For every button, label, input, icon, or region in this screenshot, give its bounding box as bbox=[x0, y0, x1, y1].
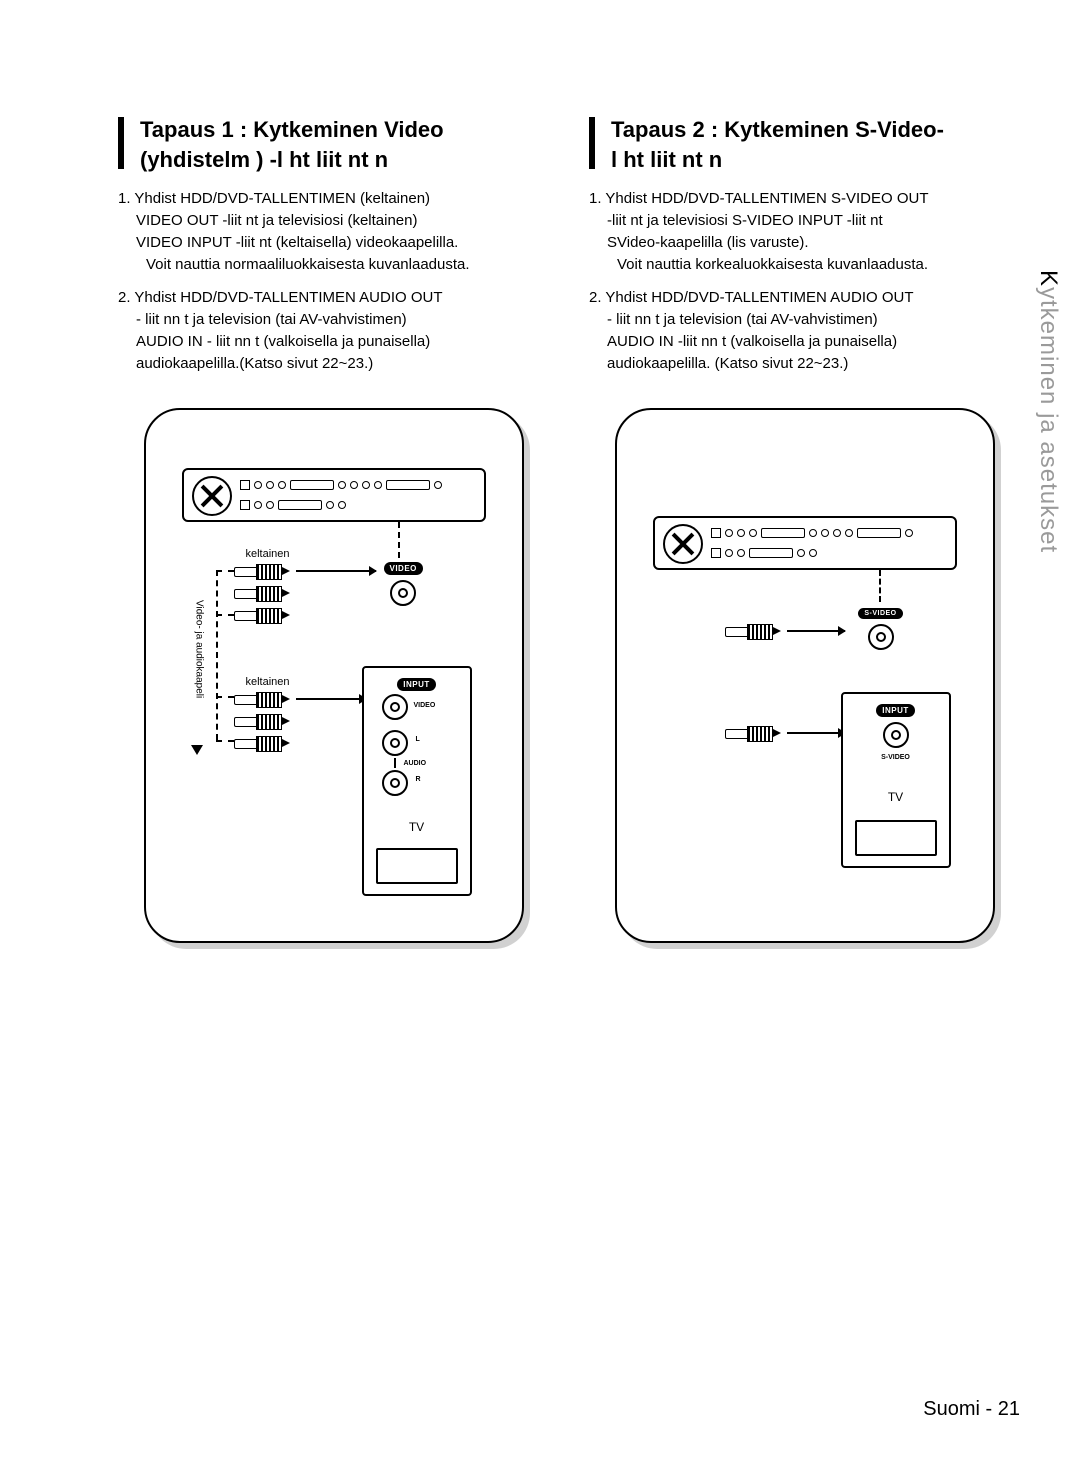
left-item1-c: VIDEO INPUT -liit nt (keltaisella) video… bbox=[118, 232, 549, 254]
right-list: 1. Yhdist HDD/DVD-TALLENTIMEN S-VIDEO OU… bbox=[589, 188, 1020, 374]
input-badge: INPUT bbox=[876, 704, 915, 717]
arrow-icon bbox=[296, 570, 376, 572]
ports-icon bbox=[240, 476, 476, 514]
page-footer: Suomi - 21 bbox=[923, 1398, 1020, 1421]
ports-icon bbox=[711, 524, 947, 562]
left-item1-d: Voit nauttia normaaliluokkaisesta kuvanl… bbox=[118, 254, 549, 276]
right-item2-b: - liit nn t ja television (tai AV-vahvis… bbox=[589, 309, 1020, 331]
video-badge: VIDEO bbox=[384, 562, 423, 575]
left-item1-b: VIDEO OUT -liit nt ja televisiosi (kelta… bbox=[118, 210, 549, 232]
arrow-icon bbox=[787, 732, 845, 734]
right-item-2: 2. Yhdist HDD/DVD-TALLENTIMEN AUDIO OUT … bbox=[589, 287, 1020, 374]
left-title: Tapaus 1 : Kytkeminen Video (yhdistelm )… bbox=[118, 115, 549, 174]
recorder-device-icon bbox=[653, 516, 957, 570]
jack-icon bbox=[382, 730, 408, 756]
left-list: 1. Yhdist HDD/DVD-TALLENTIMEN (keltainen… bbox=[118, 188, 549, 374]
side-tab-lead: K bbox=[1035, 270, 1062, 287]
video-out-jack: VIDEO bbox=[384, 558, 423, 606]
left-item2-a: 2. Yhdist HDD/DVD-TALLENTIMEN AUDIO OUT bbox=[118, 289, 443, 306]
right-title-line1: Tapaus 2 : Kytkeminen S-Video- bbox=[611, 117, 944, 142]
dash-line bbox=[216, 740, 234, 742]
tv-box: INPUT S-VIDEO TV bbox=[841, 692, 951, 868]
left-item-1: 1. Yhdist HDD/DVD-TALLENTIMEN (keltainen… bbox=[118, 188, 549, 275]
lbl-R: R bbox=[416, 776, 421, 783]
tv-screen-icon bbox=[376, 848, 458, 884]
columns: Tapaus 1 : Kytkeminen Video (yhdistelm )… bbox=[118, 115, 1020, 943]
plug-icon bbox=[234, 714, 288, 728]
tv-box: INPUT VIDEO L AUDIO bbox=[362, 666, 472, 896]
left-title-line1: Tapaus 1 : Kytkeminen Video bbox=[140, 117, 444, 142]
input-badge: INPUT bbox=[397, 678, 436, 691]
arrow-down-icon bbox=[191, 745, 203, 755]
dash-line bbox=[216, 570, 218, 740]
dash-line bbox=[398, 522, 400, 558]
right-item-1: 1. Yhdist HDD/DVD-TALLENTIMEN S-VIDEO OU… bbox=[589, 188, 1020, 275]
right-diagram: S-VIDEO INPUT bbox=[615, 408, 995, 943]
right-title: Tapaus 2 : Kytkeminen S-Video- l ht liit… bbox=[589, 115, 1020, 174]
left-item1-a: 1. Yhdist HDD/DVD-TALLENTIMEN (keltainen… bbox=[118, 190, 430, 207]
arrow-icon bbox=[787, 630, 845, 632]
right-item1-d: Voit nauttia korkealuokkaisesta kuvanlaa… bbox=[589, 254, 1020, 276]
svideo-badge: S-VIDEO bbox=[858, 608, 902, 619]
svideo-plug-icon bbox=[725, 624, 779, 638]
plug-icon bbox=[234, 608, 288, 622]
svideo-out-jack: S-VIDEO bbox=[849, 602, 913, 650]
lbl-svideo: S-VIDEO bbox=[843, 754, 949, 761]
cap-yellow-bot: keltainen bbox=[246, 676, 290, 688]
right-column: Tapaus 2 : Kytkeminen S-Video- l ht liit… bbox=[589, 115, 1020, 943]
side-tab: Kytkeminen ja asetukset bbox=[1034, 270, 1062, 553]
svideo-plug-icon bbox=[725, 726, 779, 740]
left-diagram: VIDEO keltainen bbox=[144, 408, 524, 943]
dash-line bbox=[216, 570, 234, 572]
right-diagram-wrap: S-VIDEO INPUT bbox=[589, 408, 1020, 943]
left-diagram-wrap: VIDEO keltainen bbox=[118, 408, 549, 943]
jack-audio-l: L bbox=[382, 730, 408, 756]
side-tab-rest: ytkeminen ja asetukset bbox=[1035, 287, 1062, 553]
right-item1-a: 1. Yhdist HDD/DVD-TALLENTIMEN S-VIDEO OU… bbox=[589, 190, 929, 207]
cable-vlabel: Video- ja audiokaapeli bbox=[194, 600, 205, 698]
plug-icon bbox=[234, 586, 288, 600]
tv-screen-icon bbox=[855, 820, 937, 856]
jack-audio-r: R bbox=[382, 770, 408, 796]
fan-icon bbox=[663, 524, 703, 564]
right-item2-d: audiokaapelilla. (Katso sivut 22~23.) bbox=[589, 353, 1020, 375]
cap-yellow-top: keltainen bbox=[246, 548, 290, 560]
input-badge-row: INPUT bbox=[843, 700, 949, 718]
tv-label: TV bbox=[843, 790, 949, 804]
jack-icon bbox=[390, 580, 416, 606]
left-item-2: 2. Yhdist HDD/DVD-TALLENTIMEN AUDIO OUT … bbox=[118, 287, 549, 374]
plug-icon bbox=[234, 564, 288, 578]
right-item2-c: AUDIO IN -liit nn t (valkoisella ja puna… bbox=[589, 331, 1020, 353]
input-badge-row: INPUT bbox=[364, 674, 470, 692]
left-item2-d: audiokaapelilla.(Katso sivut 22~23.) bbox=[118, 353, 549, 375]
lbl-audio: AUDIO bbox=[404, 760, 427, 767]
left-column: Tapaus 1 : Kytkeminen Video (yhdistelm )… bbox=[118, 115, 549, 943]
jack-icon bbox=[382, 694, 408, 720]
dash-line bbox=[216, 614, 234, 616]
left-item2-c: AUDIO IN - liit nn t (valkoisella ja pun… bbox=[118, 331, 549, 353]
left-title-line2: (yhdistelm ) -l ht liit nt n bbox=[140, 147, 388, 172]
fan-icon bbox=[192, 476, 232, 516]
page: Kytkeminen ja asetukset Tapaus 1 : Kytke… bbox=[0, 0, 1080, 1481]
right-title-line2: l ht liit nt n bbox=[611, 147, 722, 172]
arrow-icon bbox=[296, 698, 366, 700]
dash-line bbox=[879, 570, 881, 602]
right-item2-a: 2. Yhdist HDD/DVD-TALLENTIMEN AUDIO OUT bbox=[589, 289, 914, 306]
lbl-video: VIDEO bbox=[414, 702, 436, 709]
plug-icon bbox=[234, 736, 288, 750]
left-item2-b: - liit nn t ja television (tai AV-vahvis… bbox=[118, 309, 549, 331]
jack-icon bbox=[382, 770, 408, 796]
recorder-device-icon bbox=[182, 468, 486, 522]
audio-link-line bbox=[394, 758, 396, 768]
jack-icon bbox=[868, 624, 894, 650]
jack-video: VIDEO bbox=[382, 694, 408, 720]
right-item1-b: -liit nt ja televisiosi S-VIDEO INPUT -l… bbox=[589, 210, 1020, 232]
lbl-L: L bbox=[416, 736, 420, 743]
jack-icon bbox=[883, 722, 909, 748]
jack-svideo bbox=[883, 722, 909, 748]
tv-label: TV bbox=[364, 820, 470, 834]
plug-icon bbox=[234, 692, 288, 706]
right-item1-c: SVideo-kaapelilla (lis varuste). bbox=[589, 232, 1020, 254]
dash-line bbox=[216, 696, 234, 698]
